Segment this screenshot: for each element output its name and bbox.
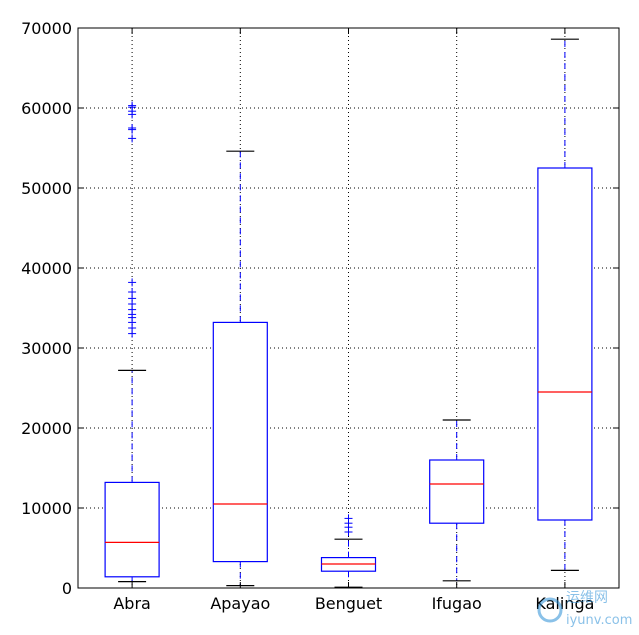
outlier-point [128, 278, 137, 287]
y-tick-label: 30000 [21, 339, 72, 358]
box-iqr [104, 481, 160, 578]
box-group-apayao [212, 150, 268, 587]
y-tick-label: 0 [62, 579, 72, 598]
box-group-ifugao [429, 419, 485, 582]
y-axis: 0 10000 20000 30000 40000 50000 60000 70000 [21, 19, 619, 598]
box-group-benguet [320, 514, 377, 588]
y-tick-label: 60000 [21, 99, 72, 118]
y-tick-label: 20000 [21, 419, 72, 438]
x-tick-label: Abra [113, 594, 150, 613]
x-axis: Abra Apayao Benguet Ifugao Kalinga [113, 28, 594, 613]
box-iqr [429, 459, 485, 524]
y-tick-label: 10000 [21, 499, 72, 518]
box-group-kalinga [537, 38, 593, 572]
y-tick-label: 70000 [21, 19, 72, 38]
watermark-line1: 运维网 [566, 590, 608, 606]
x-tick-label: Apayao [210, 594, 270, 613]
watermark-line2: iyunv.com [566, 613, 632, 628]
outlier-point [128, 101, 137, 110]
box-series [104, 38, 593, 588]
box-iqr [212, 321, 268, 563]
box-group-abra [104, 101, 160, 583]
outlier-point [128, 134, 137, 143]
watermark-logo: 运维网 iyunv.com [536, 586, 636, 630]
y-tick-label: 50000 [21, 179, 72, 198]
x-tick-label: Ifugao [432, 594, 482, 613]
outlier-point [128, 288, 137, 296]
x-tick-label: Benguet [315, 594, 382, 613]
y-tick-label: 40000 [21, 259, 72, 278]
outlier-point [128, 124, 137, 132]
box-iqr [537, 167, 593, 521]
watermark-swirl-icon [537, 597, 563, 623]
outlier-point [344, 514, 353, 523]
